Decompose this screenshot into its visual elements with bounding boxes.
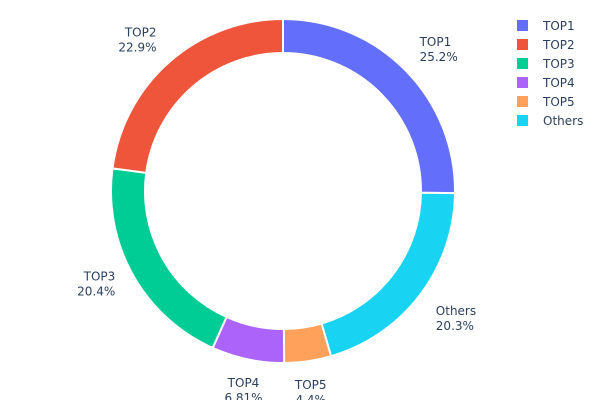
slice-label-name-top4: TOP4 bbox=[227, 376, 260, 390]
legend-item-top3[interactable]: TOP3 bbox=[517, 57, 575, 71]
legend-label-others: Others bbox=[543, 114, 583, 128]
legend-item-top5[interactable]: TOP5 bbox=[517, 95, 575, 109]
slice-label-value-top1: 25.2% bbox=[420, 50, 458, 64]
slice-top3[interactable] bbox=[110, 167, 228, 350]
legend-item-top4[interactable]: TOP4 bbox=[517, 76, 575, 90]
slice-top5[interactable] bbox=[282, 322, 333, 365]
legend-swatch-top1 bbox=[517, 20, 528, 31]
slice-label-name-others: Others bbox=[436, 304, 476, 318]
slice-label-value-others: 20.3% bbox=[436, 319, 474, 333]
slice-label-value-top5: 4.4% bbox=[295, 393, 326, 400]
legend-item-others[interactable]: Others bbox=[517, 114, 583, 128]
slice-label-value-top4: 6.81% bbox=[224, 391, 262, 400]
slice-label-name-top3: TOP3 bbox=[83, 270, 116, 284]
legend-label-top2: TOP2 bbox=[542, 38, 575, 52]
slice-label-name-top5: TOP5 bbox=[294, 378, 327, 392]
slice-label-value-top2: 22.9% bbox=[118, 41, 156, 55]
legend-label-top4: TOP4 bbox=[542, 76, 575, 90]
legend-swatch-top5 bbox=[517, 96, 528, 107]
slice-label-name-top1: TOP1 bbox=[419, 35, 452, 49]
slices-group bbox=[110, 17, 456, 365]
legend-label-top3: TOP3 bbox=[542, 57, 575, 71]
legend-label-top5: TOP5 bbox=[542, 95, 575, 109]
legend-item-top2[interactable]: TOP2 bbox=[517, 38, 575, 52]
slice-top2[interactable] bbox=[111, 17, 284, 174]
legend-swatch-others bbox=[517, 115, 528, 126]
legend-swatch-top3 bbox=[517, 58, 528, 69]
slice-label-value-top3: 20.4% bbox=[77, 285, 115, 299]
slice-label-name-top2: TOP2 bbox=[124, 26, 157, 40]
legend[interactable]: TOP1 TOP2 TOP3 TOP4 TOP5 Others bbox=[517, 19, 583, 128]
legend-swatch-top4 bbox=[517, 77, 528, 88]
legend-item-top1[interactable]: TOP1 bbox=[517, 19, 575, 33]
legend-swatch-top2 bbox=[517, 39, 528, 50]
legend-label-top1: TOP1 bbox=[542, 19, 575, 33]
